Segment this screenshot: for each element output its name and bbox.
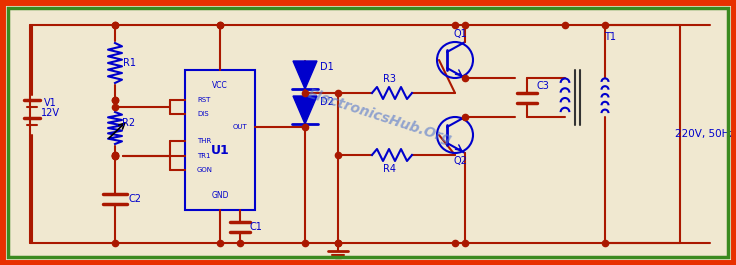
Text: DIS: DIS xyxy=(197,111,208,117)
Text: GON: GON xyxy=(197,167,213,173)
Text: THR: THR xyxy=(197,138,211,144)
Text: TR1: TR1 xyxy=(197,153,210,159)
Polygon shape xyxy=(293,61,317,89)
Text: 220V, 50Hz: 220V, 50Hz xyxy=(675,129,735,139)
Text: R3: R3 xyxy=(383,74,397,84)
Text: Q2: Q2 xyxy=(453,156,467,166)
Text: R2: R2 xyxy=(122,118,135,128)
Text: OUT: OUT xyxy=(233,124,247,130)
Text: D2: D2 xyxy=(320,97,334,107)
Bar xyxy=(185,70,255,210)
Text: RST: RST xyxy=(197,97,210,103)
Text: ElectronicsHub.Org: ElectronicsHub.Org xyxy=(306,87,454,147)
Text: C1: C1 xyxy=(250,222,263,232)
Text: T1: T1 xyxy=(604,32,616,42)
Text: R4: R4 xyxy=(383,164,397,174)
Text: R1: R1 xyxy=(122,58,135,68)
Text: U1: U1 xyxy=(210,144,230,157)
Text: V1: V1 xyxy=(43,98,57,108)
Text: D1: D1 xyxy=(320,62,334,72)
Polygon shape xyxy=(293,96,317,124)
Text: C3: C3 xyxy=(537,81,550,91)
Text: 12V: 12V xyxy=(40,108,60,118)
Text: C2: C2 xyxy=(129,194,141,204)
Text: GND: GND xyxy=(211,191,229,200)
Text: Q1: Q1 xyxy=(453,29,467,39)
Text: VCC: VCC xyxy=(212,81,228,90)
